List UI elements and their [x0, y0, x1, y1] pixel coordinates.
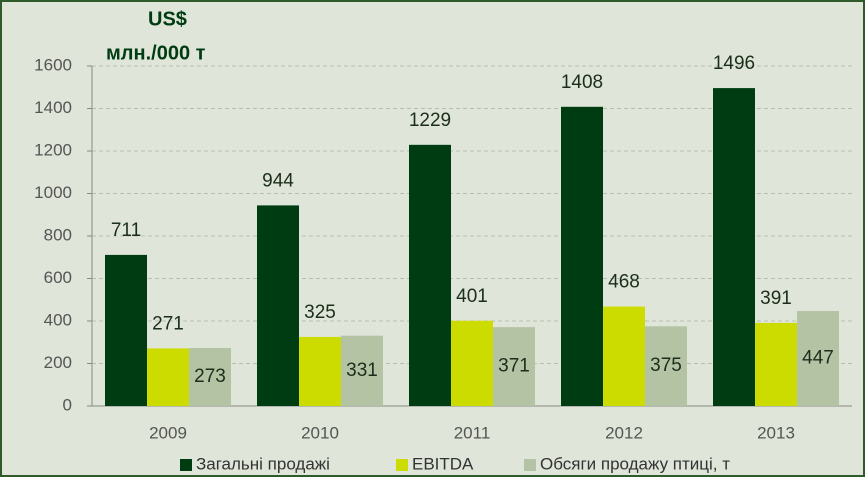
- y-tick-label: 800: [44, 225, 72, 244]
- bar: [341, 335, 383, 406]
- data-label: 944: [262, 170, 294, 191]
- bar: [561, 106, 603, 407]
- bar: [409, 144, 451, 406]
- legend-swatch: [180, 459, 192, 471]
- data-label: 391: [760, 288, 792, 309]
- y-tick-label: 1200: [34, 140, 72, 159]
- data-label: 375: [650, 355, 682, 376]
- y-tick-label: 1000: [34, 183, 72, 202]
- legend-swatch: [524, 459, 536, 471]
- x-tick-label: 2012: [605, 423, 643, 442]
- y-tick-label: 1400: [34, 98, 72, 117]
- y-tick-label: 400: [44, 310, 72, 329]
- data-label: 371: [498, 356, 530, 377]
- bar: [451, 320, 493, 406]
- bar: [493, 327, 535, 406]
- chart-title: US$: [148, 8, 187, 30]
- bar: [299, 336, 341, 406]
- y-tick-label: 1600: [34, 55, 72, 74]
- data-label: 273: [194, 366, 226, 387]
- legend-swatch: [396, 459, 408, 471]
- bar: [645, 326, 687, 406]
- bar: [713, 88, 755, 406]
- legend-label: EBITDA: [412, 454, 474, 473]
- chart-subtitle: млн./000 т: [106, 42, 206, 64]
- legend-label: Обсяги продажу птиці, т: [540, 454, 730, 473]
- data-label: 1229: [409, 110, 451, 131]
- data-label: 331: [346, 360, 378, 381]
- data-label: 271: [152, 313, 184, 334]
- data-label: 325: [304, 302, 336, 323]
- y-tick-label: 0: [63, 395, 72, 414]
- data-label: 1408: [561, 72, 603, 93]
- y-tick-label: 600: [44, 268, 72, 287]
- bar: [147, 348, 189, 406]
- y-tick-label: 200: [44, 353, 72, 372]
- x-tick-label: 2011: [454, 423, 491, 442]
- data-label: 468: [608, 272, 640, 293]
- bar: [257, 205, 299, 406]
- bar: [105, 254, 147, 406]
- bar: [755, 322, 797, 406]
- x-tick-label: 2013: [757, 423, 795, 442]
- legend-label: Загальні продажі: [196, 454, 330, 473]
- x-tick-label: 2010: [301, 423, 339, 442]
- bar: [603, 306, 645, 406]
- data-label: 401: [456, 286, 488, 307]
- bar: [189, 347, 231, 406]
- data-label: 447: [802, 348, 834, 369]
- data-label: 711: [111, 220, 141, 241]
- data-label: 1496: [713, 53, 755, 74]
- x-tick-label: 2009: [149, 423, 187, 442]
- bar: [797, 311, 839, 406]
